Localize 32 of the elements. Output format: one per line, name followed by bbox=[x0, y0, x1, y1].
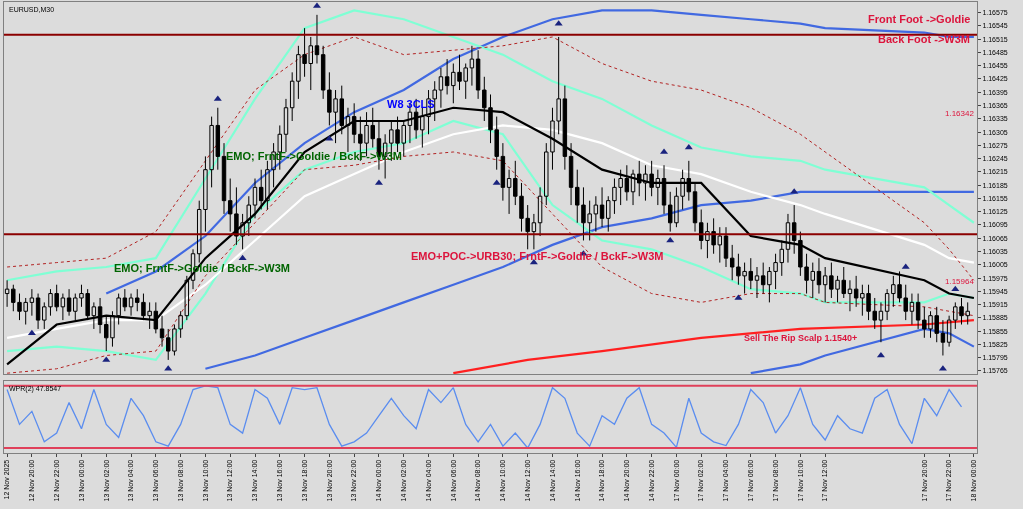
candlestick bbox=[692, 182, 698, 233]
annotation: 1.16342 bbox=[945, 109, 975, 118]
point bbox=[876, 351, 885, 358]
candlestick bbox=[785, 213, 791, 264]
candlestick bbox=[754, 266, 760, 299]
candlestick bbox=[940, 319, 946, 356]
candlestick bbox=[97, 297, 103, 334]
candlestick bbox=[128, 293, 134, 317]
candlestick bbox=[909, 293, 915, 326]
candlestick bbox=[537, 186, 543, 237]
candlestick bbox=[599, 186, 605, 228]
point bbox=[27, 329, 36, 336]
candlestick bbox=[252, 178, 258, 219]
candlestick bbox=[531, 213, 537, 250]
candlestick bbox=[159, 315, 165, 348]
candlestick bbox=[438, 67, 444, 109]
candlestick bbox=[847, 279, 853, 312]
candlestick bbox=[568, 142, 574, 206]
annotation: Front Foot ->Goldie bbox=[868, 13, 971, 25]
candlestick bbox=[506, 169, 512, 215]
candlestick bbox=[289, 71, 295, 122]
candlestick bbox=[35, 293, 41, 330]
candlestick bbox=[630, 169, 636, 206]
candlestick bbox=[4, 279, 10, 308]
point bbox=[666, 236, 675, 243]
candlestick bbox=[29, 288, 35, 317]
candlestick bbox=[283, 98, 289, 153]
annotation: Sell The Rip Scalp 1.1540+ bbox=[744, 333, 858, 343]
annotation: 1.15964 bbox=[945, 277, 975, 286]
candlestick bbox=[469, 45, 475, 87]
candlestick bbox=[878, 301, 884, 343]
candlestick bbox=[314, 14, 320, 64]
